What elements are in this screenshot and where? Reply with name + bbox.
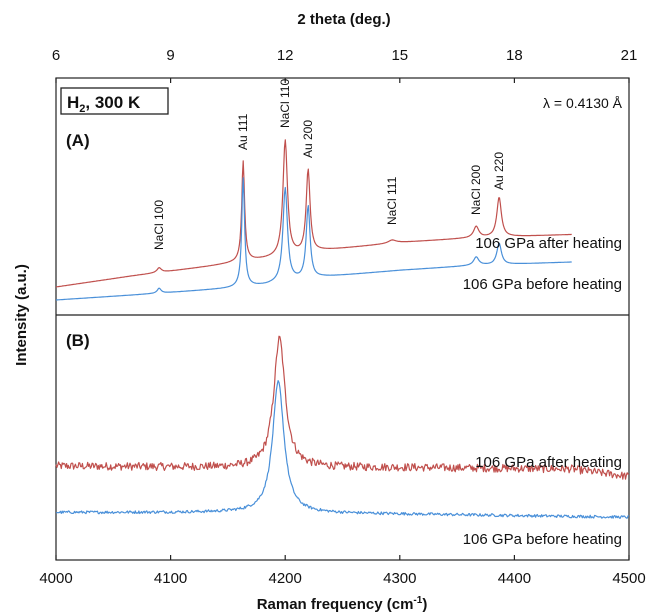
series-label: 106 GPa before heating xyxy=(463,276,622,293)
top-tick-label: 12 xyxy=(277,47,294,64)
peak-label: Au 111 xyxy=(236,113,250,150)
top-tick-label: 6 xyxy=(52,47,60,64)
condition-box: H2, 300 K xyxy=(60,87,169,115)
bottom-tick-label: 4000 xyxy=(39,570,72,587)
bottom-tick-label: 4200 xyxy=(269,570,302,587)
bottom-axis-title-end: ) xyxy=(422,596,427,613)
y-axis-title: Intensity (a.u.) xyxy=(13,264,30,366)
series-line-before-heating-panel-b xyxy=(55,380,630,519)
top-tick-label: 18 xyxy=(506,47,523,64)
series-line-after-heating-panel-b xyxy=(55,335,629,480)
svg-text:H2, 300 K: H2, 300 K xyxy=(67,93,141,115)
top-axis-ticks: 6 9 12 15 18 21 xyxy=(52,47,638,83)
bottom-axis-ticks: 4000 4100 4200 4300 4400 4500 xyxy=(39,555,646,587)
top-axis-title: 2 theta (deg.) xyxy=(297,11,390,28)
series-layer xyxy=(55,139,630,519)
condition-sub: 2 xyxy=(79,103,85,115)
bottom-tick-label: 4300 xyxy=(383,570,416,587)
bottom-axis-title-main: Raman frequency (cm xyxy=(257,596,414,613)
peak-label: NaCl 100 xyxy=(152,200,166,250)
series-label: 106 GPa after heating xyxy=(475,454,622,471)
peak-label: NaCl 200 xyxy=(469,165,483,215)
condition-main: H xyxy=(67,93,79,112)
series-label: 106 GPa after heating xyxy=(475,235,622,252)
bottom-tick-label: 4400 xyxy=(498,570,531,587)
peak-label: NaCl 110 xyxy=(278,79,292,128)
peak-label: NaCl 111 xyxy=(385,176,399,225)
panel-a-label: (A) xyxy=(66,131,90,150)
bottom-tick-label: 4100 xyxy=(154,570,187,587)
panel-b-label: (B) xyxy=(66,331,90,350)
series-labels: 106 GPa after heating 106 GPa before heat… xyxy=(463,235,622,548)
plot-frame xyxy=(55,77,630,561)
top-tick-label: 15 xyxy=(391,47,408,64)
bottom-axis-title-sup: -1 xyxy=(413,595,422,606)
peak-label: Au 220 xyxy=(492,152,506,190)
series-line-after-heating-panel-a xyxy=(55,139,572,288)
peak-label: Au 200 xyxy=(301,120,315,158)
peak-labels: NaCl 100 Au 111 NaCl 110 Au 200 NaCl 111 NaCl… xyxy=(152,79,506,250)
wavelength-label: λ = 0.4130 Å xyxy=(543,95,623,111)
condition-rest: , 300 K xyxy=(85,93,141,112)
series-line-before-heating-panel-a xyxy=(55,177,572,301)
top-tick-label: 9 xyxy=(166,47,174,64)
series-label: 106 GPa before heating xyxy=(463,531,622,548)
bottom-tick-label: 4500 xyxy=(612,570,645,587)
top-tick-label: 21 xyxy=(621,47,638,64)
bottom-axis-title: Raman frequency (cm-1) xyxy=(257,595,428,613)
